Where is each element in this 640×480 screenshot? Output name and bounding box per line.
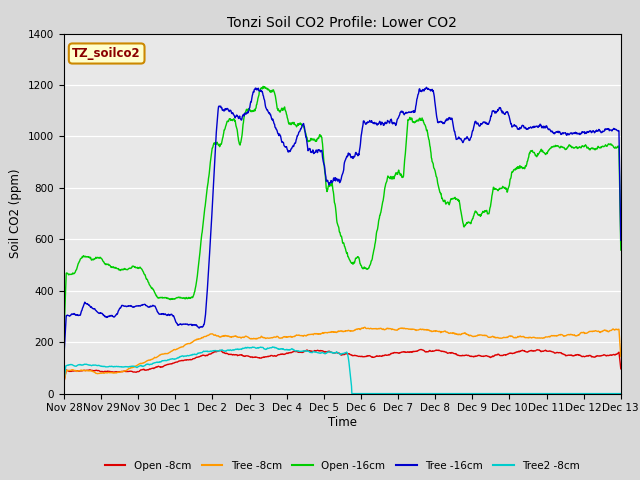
X-axis label: Time: Time: [328, 416, 357, 429]
Legend: Open -8cm, Tree -8cm, Open -16cm, Tree -16cm, Tree2 -8cm: Open -8cm, Tree -8cm, Open -16cm, Tree -…: [100, 456, 584, 475]
Y-axis label: Soil CO2 (ppm): Soil CO2 (ppm): [10, 169, 22, 258]
Text: TZ_soilco2: TZ_soilco2: [72, 47, 141, 60]
Title: Tonzi Soil CO2 Profile: Lower CO2: Tonzi Soil CO2 Profile: Lower CO2: [227, 16, 458, 30]
